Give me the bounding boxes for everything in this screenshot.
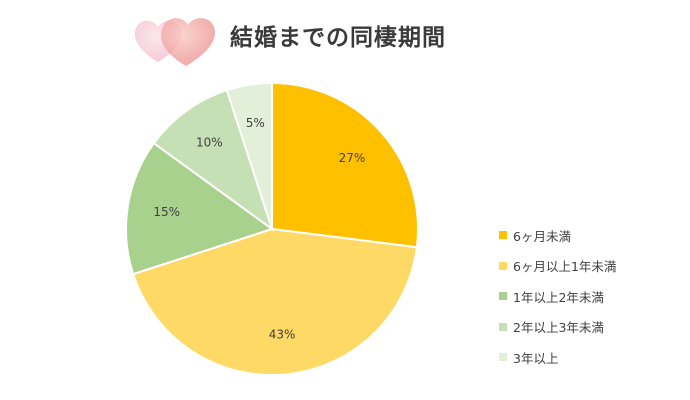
legend-item: 1年以上2年未満 [499, 281, 679, 312]
pie-slice-5 [225, 81, 273, 230]
heart-large-icon [161, 18, 215, 66]
legend-label: 1年以上2年未満 [513, 289, 604, 305]
legend-label: 2年以上3年未満 [513, 320, 604, 336]
pie-slice-3 [125, 141, 275, 276]
pie-slice-2 [131, 227, 418, 376]
pie-slice-4 [152, 88, 274, 232]
legend-swatch [499, 261, 507, 270]
legend-swatch [499, 353, 507, 362]
pie-data-label: 10% [196, 135, 223, 149]
pie-data-labels: 27% 43% 15% 10% 5% [153, 116, 365, 341]
legend-item: 2年以上3年未満 [499, 312, 679, 343]
chart-legend: 6ヶ月未満 6ヶ月以上1年未満 1年以上2年未満 2年以上3年未満 3年以上 [499, 220, 679, 373]
chart-header: 結婚までの同棲期間 [130, 8, 530, 68]
legend-item: 3年以上 [499, 342, 679, 373]
pie-data-label: 27% [339, 151, 366, 165]
legend-label: 3年以上 [513, 350, 559, 366]
legend-item: 6ヶ月未満 [499, 220, 679, 251]
legend-label: 6ヶ月未満 [513, 228, 571, 244]
pie-slices [125, 81, 419, 376]
legend-swatch [499, 231, 507, 240]
pie-data-label: 43% [269, 328, 296, 342]
pie-slice-1 [271, 81, 419, 249]
chart-title: 結婚までの同棲期間 [230, 25, 446, 51]
pie-data-label: 15% [153, 205, 180, 219]
legend-swatch [499, 322, 507, 331]
legend-item: 6ヶ月以上1年未満 [499, 251, 679, 282]
legend-label: 6ヶ月以上1年未満 [513, 259, 617, 275]
pie-data-label: 5% [246, 116, 265, 130]
legend-swatch [499, 292, 507, 301]
hearts-icon [134, 18, 215, 66]
